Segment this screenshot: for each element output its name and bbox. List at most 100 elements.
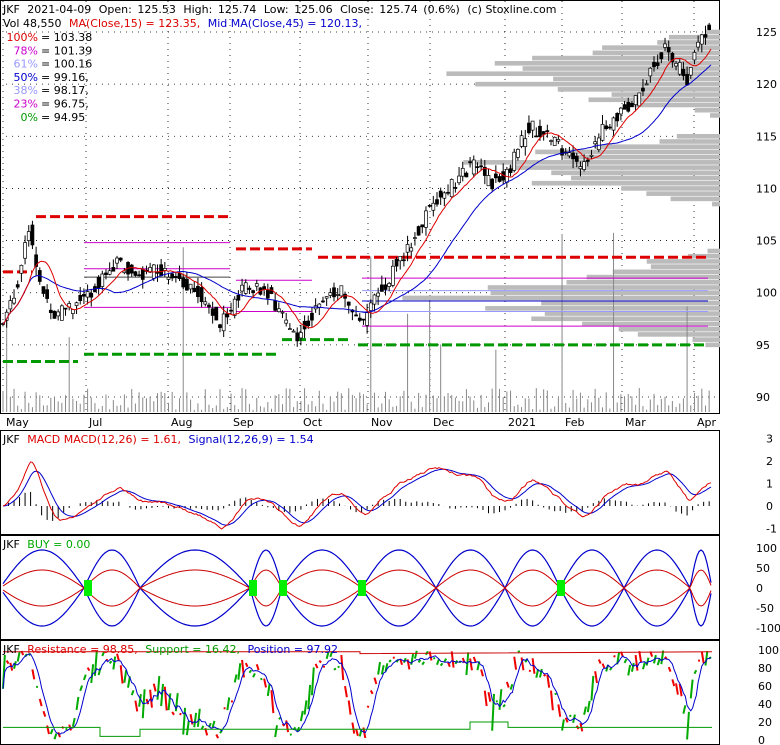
candle-body [427, 205, 432, 207]
candle-body [420, 224, 425, 228]
position-segment [678, 683, 683, 697]
volume-profile-bar [475, 81, 720, 87]
candle-body [482, 166, 487, 176]
position-segment [160, 683, 164, 707]
position-segment [263, 678, 267, 688]
position-segment [384, 663, 389, 672]
candle-body [493, 173, 498, 179]
position-segment [380, 665, 385, 675]
candle-body [324, 296, 329, 299]
position-segment [344, 685, 348, 698]
macd-tick-label: -1 [766, 523, 777, 536]
position-segment [38, 698, 43, 707]
candle-body [516, 148, 520, 158]
month-tick-label: Sep [233, 416, 254, 429]
buy-signal-marker [358, 580, 366, 596]
position-segment [564, 717, 569, 723]
position-segment [71, 717, 76, 727]
month-tick-label: Aug [171, 416, 192, 429]
volume-profile-bar [692, 337, 720, 342]
position-segment [689, 679, 694, 699]
position-segment [417, 659, 422, 663]
position-segment [248, 669, 253, 674]
candle-body [527, 122, 531, 134]
sr-header: JKF Resistance = 98.85, Support = 16.42,… [2, 643, 338, 656]
fib-level-value: = 100.16 [41, 58, 92, 71]
candle-body [357, 317, 362, 321]
price-tick-label: 120 [756, 78, 777, 91]
price-tick-label: 115 [756, 130, 777, 143]
volume-profile-bar [544, 311, 720, 316]
candle-body [574, 155, 579, 162]
month-tick-label: Oct [303, 416, 323, 429]
buy-inner-band [2, 569, 712, 607]
candle-body [538, 125, 542, 138]
position-segment [325, 651, 330, 660]
price-tick-label: 110 [756, 182, 777, 195]
macd-panel-frame [0, 430, 720, 535]
volume-profile-bar [618, 326, 720, 332]
candle-body [670, 52, 675, 63]
candle-body [19, 264, 24, 274]
moving-averages [2, 48, 712, 329]
position-segment [557, 704, 562, 717]
candle-body [214, 306, 219, 321]
candle-body [203, 301, 208, 305]
candle-body [129, 264, 134, 274]
candle-body [240, 284, 244, 292]
position-segment [152, 683, 157, 692]
support-line [3, 721, 712, 737]
candle-body [15, 284, 20, 288]
buy-signal-marker [279, 580, 287, 596]
position-segment [450, 651, 455, 668]
volume-profile-bar [602, 45, 720, 50]
position-segment [465, 652, 470, 676]
position-segment [260, 677, 263, 681]
candle-body [368, 302, 373, 311]
position-segment [613, 655, 616, 658]
candle-body [519, 135, 524, 147]
volume-profile-bar [628, 102, 720, 108]
position-segment [483, 690, 488, 707]
buy-tick-label: -50 [756, 602, 774, 615]
position-segment [310, 667, 315, 696]
fib-level-value: = 101.39 [41, 44, 92, 57]
candle-body [137, 274, 141, 277]
position-segment [281, 723, 286, 727]
candle-body [402, 259, 406, 262]
price-panel-frame [0, 0, 720, 414]
position-segment [49, 728, 54, 735]
position-segment [447, 662, 451, 668]
candle-body [12, 297, 16, 304]
position-segment [266, 683, 271, 697]
candle-body [589, 154, 594, 157]
month-tick-label: Apr [697, 416, 717, 429]
fib-level-pct: 78% [14, 44, 38, 57]
volume-profile-bar [494, 60, 720, 66]
candle-body [692, 52, 697, 61]
sr-tick-label: 60 [758, 680, 772, 693]
candle-body [545, 130, 550, 132]
macd-header: JKF MACD MACD(12,26) = 1.61, Signal(12,2… [2, 433, 314, 446]
position-segment [211, 720, 216, 728]
candle-body [115, 257, 119, 264]
candle-body [89, 292, 94, 298]
candle-body [45, 289, 49, 299]
candle-body [210, 308, 215, 316]
position-segment [366, 705, 370, 709]
candle-body [177, 272, 182, 279]
volume-profile-bar [710, 113, 720, 118]
candle-body [508, 168, 513, 173]
candle-body [306, 320, 311, 327]
candle-body [600, 123, 605, 141]
candle-body [218, 324, 222, 328]
candle-body [652, 61, 656, 68]
candle-body [457, 175, 461, 184]
candle-body [232, 298, 237, 316]
position-segment [513, 656, 518, 670]
position-segment [108, 660, 113, 665]
candle-body [685, 74, 689, 86]
macd-tick-label: 3 [766, 433, 773, 446]
buy-tick-label: 0 [756, 582, 763, 595]
